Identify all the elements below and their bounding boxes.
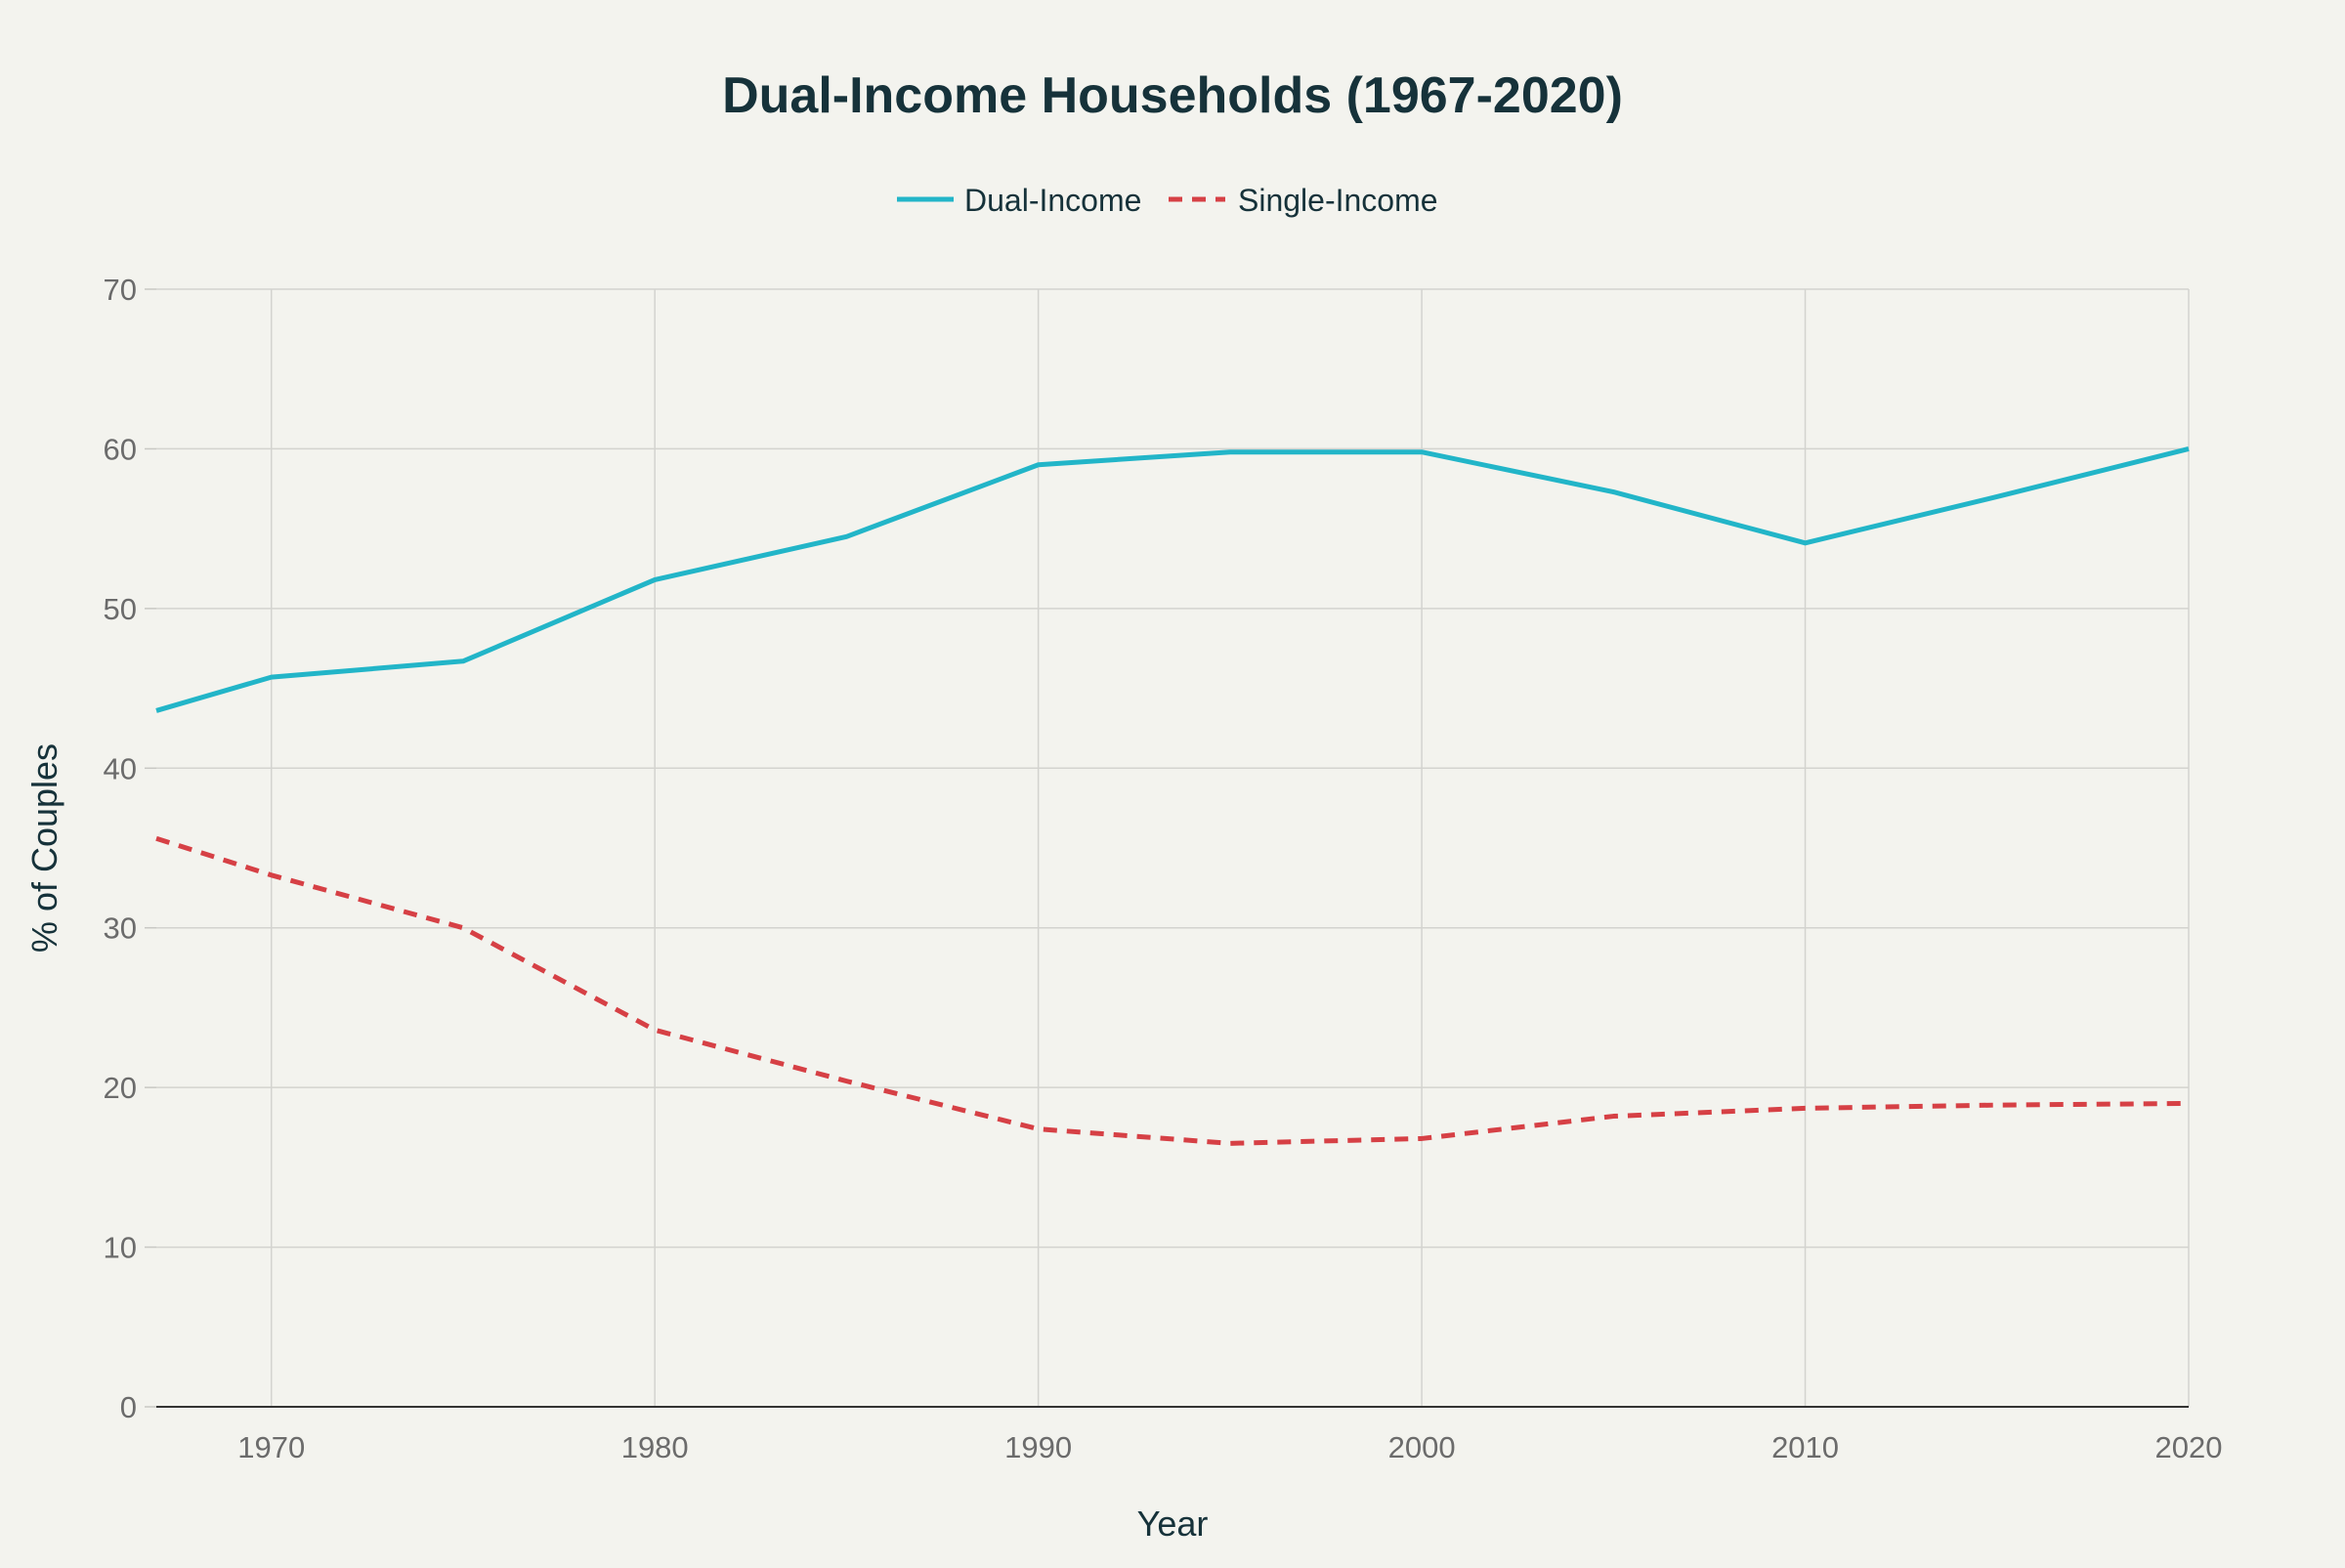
data-point[interactable] (455, 920, 471, 936)
data-point[interactable] (149, 830, 164, 846)
x-tick-label: 2010 (1771, 1430, 1839, 1464)
series-line-single-income[interactable] (155, 835, 2190, 1146)
y-tick-label: 30 (104, 911, 137, 946)
data-point[interactable] (1031, 457, 1046, 473)
data-point[interactable] (647, 1022, 662, 1038)
y-tick-label: 40 (104, 751, 137, 785)
data-point[interactable] (1605, 1109, 1621, 1124)
data-point[interactable] (647, 572, 662, 587)
data-point[interactable] (1414, 445, 1429, 460)
data-point[interactable] (1222, 1135, 1238, 1151)
data-point[interactable] (1222, 445, 1238, 460)
axes: 0 10 20 30 40 50 60 70 1970 1980 1990 2000 2010 2020 (104, 273, 2223, 1464)
series-line-dual-income[interactable] (155, 446, 2190, 713)
data-point[interactable] (1605, 485, 1621, 500)
y-tick-label: 50 (104, 592, 137, 626)
x-tick-label: 2000 (1388, 1430, 1456, 1464)
x-tick-label: 2020 (2155, 1430, 2223, 1464)
data-point[interactable] (1989, 1097, 2005, 1113)
x-tick-label: 1990 (1004, 1430, 1072, 1464)
data-point[interactable] (1414, 1130, 1429, 1146)
data-point[interactable] (264, 868, 279, 883)
data-point[interactable] (1989, 488, 2005, 504)
data-point[interactable] (455, 654, 471, 669)
data-point[interactable] (264, 669, 279, 685)
data-point[interactable] (2181, 441, 2196, 456)
legend: Dual-Income Single-Income (897, 183, 1438, 218)
x-tick-label: 1980 (621, 1430, 689, 1464)
y-axis-title: % of Couples (24, 743, 64, 953)
data-point[interactable] (2181, 1095, 2196, 1111)
data-point[interactable] (838, 1074, 854, 1089)
data-point[interactable] (1031, 1122, 1046, 1137)
y-tick-label: 0 (120, 1390, 137, 1424)
y-tick-label: 20 (104, 1071, 137, 1105)
y-tick-label: 60 (104, 432, 137, 466)
legend-single-income-label[interactable]: Single-Income (1238, 183, 1438, 218)
plot-area (149, 441, 2196, 1151)
chart-title: Dual-Income Households (1967-2020) (722, 67, 1623, 124)
gridlines (156, 288, 2190, 1407)
x-tick-label: 1970 (237, 1430, 305, 1464)
y-tick-label: 70 (104, 273, 137, 307)
data-point[interactable] (1798, 1100, 1813, 1116)
data-point[interactable] (149, 702, 164, 718)
y-tick-label: 10 (104, 1231, 137, 1265)
data-point[interactable] (838, 529, 854, 544)
legend-dual-income-label[interactable]: Dual-Income (964, 183, 1141, 218)
x-axis-title: Year (1137, 1504, 1209, 1544)
data-point[interactable] (1798, 535, 1813, 551)
